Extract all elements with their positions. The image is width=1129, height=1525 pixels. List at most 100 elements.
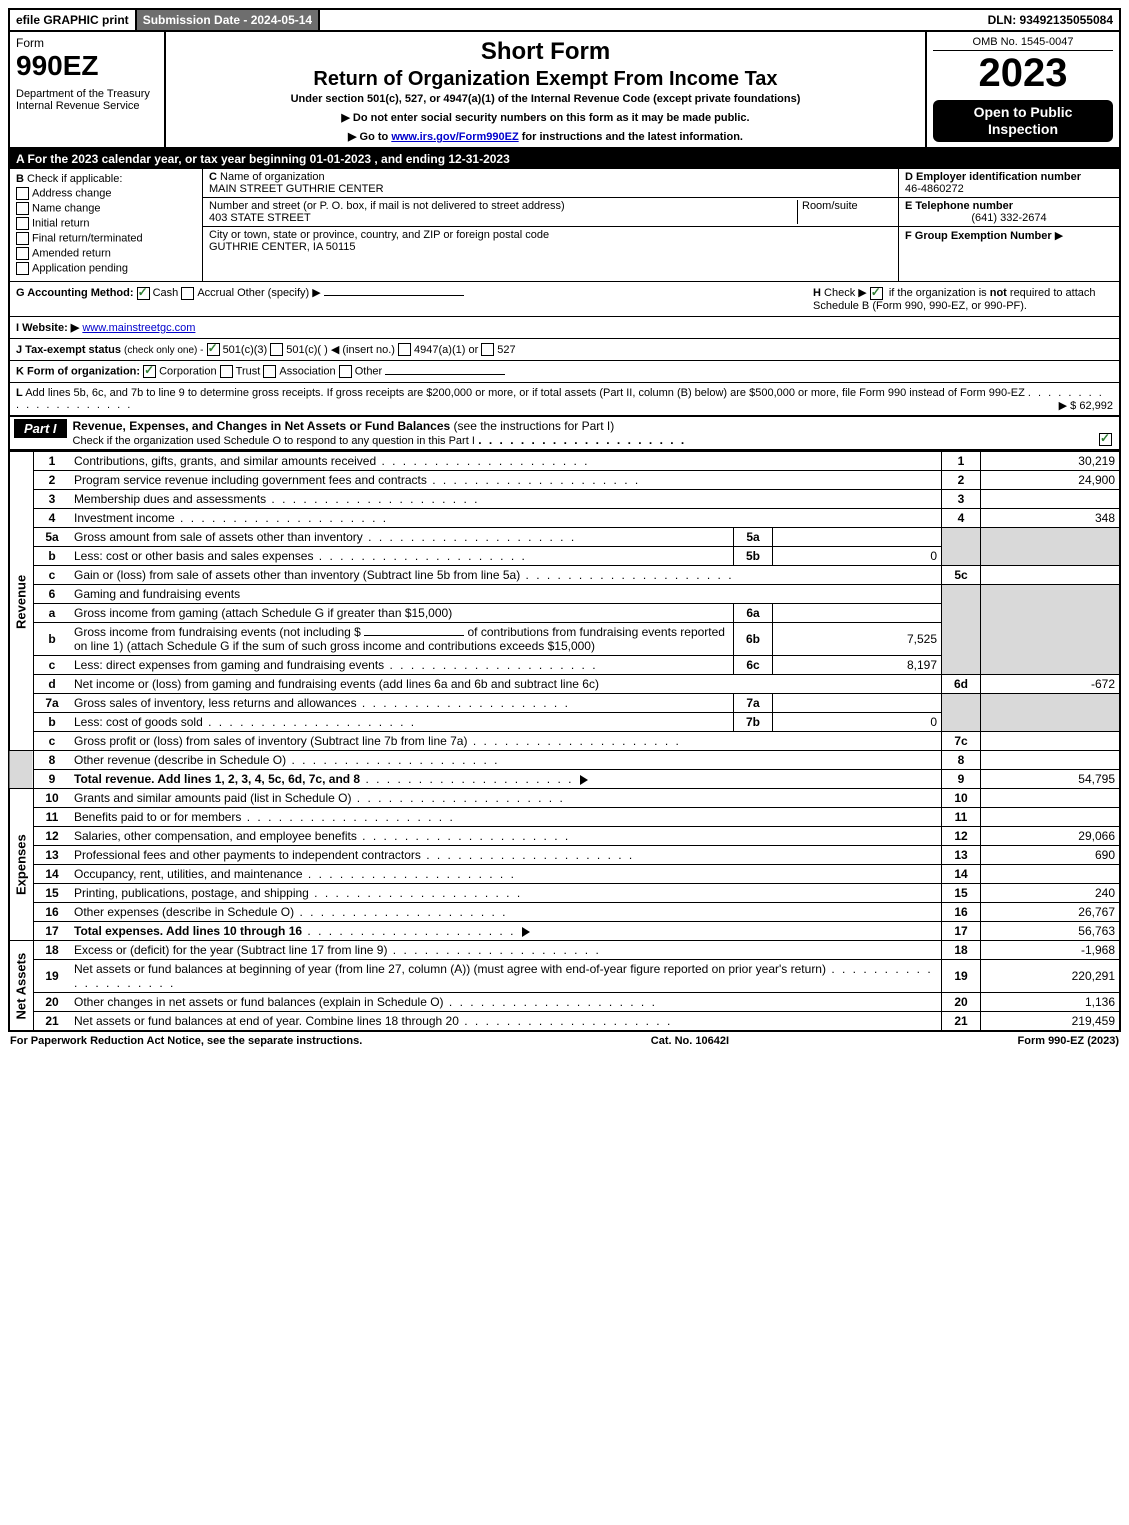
cb-address-change[interactable]: Address change xyxy=(16,187,196,200)
cb-initial-return[interactable]: Initial return xyxy=(16,217,196,230)
ln9-box: 9 xyxy=(942,770,981,789)
cb-4947a1[interactable] xyxy=(398,343,411,356)
section-d-e-f: D Employer identification number 46-4860… xyxy=(898,169,1119,281)
cb-other-org[interactable] xyxy=(339,365,352,378)
ln14-box: 14 xyxy=(942,865,981,884)
i-label: I Website: ▶ xyxy=(16,322,79,334)
section-j: J Tax-exempt status (check only one) - 5… xyxy=(10,338,1119,361)
city-value: GUTHRIE CENTER, IA 50115 xyxy=(209,241,356,253)
ln2-num: 2 xyxy=(34,471,71,490)
ln16-box: 16 xyxy=(942,903,981,922)
section-l: L Add lines 5b, 6c, and 7b to line 9 to … xyxy=(10,382,1119,415)
ln15-box: 15 xyxy=(942,884,981,903)
k-label: K Form of organization: xyxy=(16,366,140,378)
l-label: L xyxy=(16,387,23,399)
cb-amended-return[interactable]: Amended return xyxy=(16,247,196,260)
g-accrual: Accrual xyxy=(197,287,234,299)
cb-name-change[interactable]: Name change xyxy=(16,202,196,215)
ln6b-desc1: Gross income from fundraising events (no… xyxy=(74,625,361,639)
website-link[interactable]: www.mainstreetgc.com xyxy=(82,322,195,334)
ln6d-val: -672 xyxy=(981,675,1121,694)
f-arrow: ▶ xyxy=(1055,230,1063,242)
cb-501c[interactable] xyxy=(270,343,283,356)
cb-association[interactable] xyxy=(263,365,276,378)
ln5c-box: 5c xyxy=(942,566,981,585)
ln10-box: 10 xyxy=(942,789,981,808)
cb-trust[interactable] xyxy=(220,365,233,378)
ln6d-box: 6d xyxy=(942,675,981,694)
ln5a-desc: Gross amount from sale of assets other t… xyxy=(74,530,363,544)
ln5c-num: c xyxy=(34,566,71,585)
ln13-box: 13 xyxy=(942,846,981,865)
cb-accrual[interactable] xyxy=(181,287,194,300)
ln5b-num: b xyxy=(34,547,71,566)
cb-527[interactable] xyxy=(481,343,494,356)
ln2-box: 2 xyxy=(942,471,981,490)
cb-cash[interactable] xyxy=(137,287,150,300)
part-1-paren: (see the instructions for Part I) xyxy=(454,419,615,433)
k-trust: Trust xyxy=(236,366,261,378)
ln4-desc: Investment income xyxy=(74,511,175,525)
ln17-num: 17 xyxy=(34,922,71,941)
c-label: C xyxy=(209,171,217,183)
expenses-vertical-label: Expenses xyxy=(9,789,34,941)
section-k: K Form of organization: Corporation Trus… xyxy=(10,360,1119,382)
cb-application-pending[interactable]: Application pending xyxy=(16,262,196,275)
footer-left: For Paperwork Reduction Act Notice, see … xyxy=(10,1035,362,1047)
ln21-box: 21 xyxy=(942,1012,981,1032)
section-g: G Accounting Method: Cash Accrual Other … xyxy=(16,286,464,312)
ln11-box: 11 xyxy=(942,808,981,827)
subtitle: Under section 501(c), 527, or 4947(a)(1)… xyxy=(172,93,919,105)
ln4-num: 4 xyxy=(34,509,71,528)
ln7a-sn: 7a xyxy=(734,694,773,713)
section-i: I Website: ▶ www.mainstreetgc.com xyxy=(10,316,1119,338)
ln20-val: 1,136 xyxy=(981,993,1121,1012)
ln1-num: 1 xyxy=(34,452,71,471)
main-title: Return of Organization Exempt From Incom… xyxy=(172,68,919,91)
ln3-val xyxy=(981,490,1121,509)
header-center: Short Form Return of Organization Exempt… xyxy=(166,32,927,147)
instruction-1: ▶ Do not enter social security numbers o… xyxy=(172,111,919,124)
ln8-val xyxy=(981,751,1121,770)
ln21-desc: Net assets or fund balances at end of ye… xyxy=(74,1014,459,1028)
ln5b-sn: 5b xyxy=(734,547,773,566)
cb-schedule-b-not-required[interactable] xyxy=(870,287,883,300)
line-a: A For the 2023 calendar year, or tax yea… xyxy=(8,149,1121,169)
efile-print[interactable]: efile GRAPHIC print xyxy=(10,10,137,30)
section-h: H Check ▶ if the organization is not req… xyxy=(803,286,1113,312)
cb-final-return[interactable]: Final return/terminated xyxy=(16,232,196,245)
ln7b-num: b xyxy=(34,713,71,732)
street-label: Number and street (or P. O. box, if mail… xyxy=(209,200,565,212)
ln12-num: 12 xyxy=(34,827,71,846)
short-form-title: Short Form xyxy=(172,38,919,66)
cb-schedule-o-part1[interactable] xyxy=(1099,433,1112,446)
ln6d-desc: Net income or (loss) from gaming and fun… xyxy=(74,677,599,691)
ln11-val xyxy=(981,808,1121,827)
ln14-val xyxy=(981,865,1121,884)
ln1-box: 1 xyxy=(942,452,981,471)
ln20-num: 20 xyxy=(34,993,71,1012)
ln7a-desc: Gross sales of inventory, less returns a… xyxy=(74,696,357,710)
ln6c-num: c xyxy=(34,656,71,675)
ln18-box: 18 xyxy=(942,941,981,960)
part-1-title: Revenue, Expenses, and Changes in Net As… xyxy=(73,419,451,433)
ln1-val: 30,219 xyxy=(981,452,1121,471)
part-1-label: Part I xyxy=(14,419,67,438)
header-right: OMB No. 1545-0047 2023 Open to Public In… xyxy=(927,32,1119,147)
d-label: D Employer identification number xyxy=(905,171,1081,183)
j-opt3: 4947(a)(1) or xyxy=(414,344,478,356)
ln10-num: 10 xyxy=(34,789,71,808)
ln7a-sv xyxy=(773,694,942,713)
ln4-val: 348 xyxy=(981,509,1121,528)
h-text1: Check ▶ xyxy=(824,287,867,299)
irs-link[interactable]: www.irs.gov/Form990EZ xyxy=(391,131,518,143)
b-label: B xyxy=(16,173,24,185)
room-suite: Room/suite xyxy=(797,200,892,224)
cb-501c3[interactable] xyxy=(207,343,220,356)
j-opt2: 501(c)( ) ◀ (insert no.) xyxy=(286,344,395,356)
ein-value: 46-4860272 xyxy=(905,183,964,195)
ln2-val: 24,900 xyxy=(981,471,1121,490)
h-text2: if the organization is xyxy=(889,287,990,299)
cb-corporation[interactable] xyxy=(143,365,156,378)
ln18-val: -1,968 xyxy=(981,941,1121,960)
